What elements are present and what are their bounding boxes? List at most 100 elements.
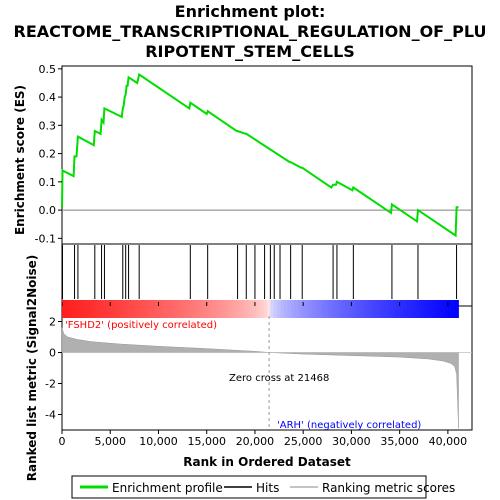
es-ytick-label: -0.1 bbox=[35, 232, 56, 245]
rank-color-segment bbox=[253, 300, 258, 318]
rank-color-segment bbox=[191, 300, 196, 318]
rank-color-segment bbox=[123, 300, 128, 318]
rank-color-segment bbox=[379, 300, 384, 318]
rank-color-segment bbox=[448, 300, 453, 318]
es-ytick-label: 0.1 bbox=[39, 176, 57, 189]
metric-ytick-label: 0 bbox=[49, 347, 56, 360]
rank-color-segment bbox=[260, 300, 265, 318]
rank-color-segment bbox=[454, 300, 459, 318]
es-ytick-label: 0.4 bbox=[39, 91, 57, 104]
metric-panel-frame bbox=[61, 305, 473, 431]
x-tick-label: 40,000 bbox=[429, 435, 468, 448]
rank-color-segment bbox=[352, 300, 357, 318]
rank-color-segment bbox=[294, 300, 299, 318]
rank-color-segment bbox=[444, 300, 449, 318]
rank-color-segment bbox=[304, 300, 309, 318]
es-ytick-label: 0.0 bbox=[39, 204, 57, 217]
rank-color-segment bbox=[267, 300, 271, 318]
positive-correlation-label: 'FSHD2' (positively correlated) bbox=[65, 320, 217, 331]
rank-color-segment bbox=[174, 300, 179, 318]
rank-color-segment bbox=[222, 300, 227, 318]
es-ylabel: Enrichment score (ES) bbox=[13, 85, 27, 235]
rank-color-segment bbox=[301, 300, 306, 318]
rank-color-segment bbox=[68, 300, 73, 318]
rank-color-segment bbox=[427, 300, 432, 318]
rank-color-segment bbox=[219, 300, 224, 318]
rank-color-segment bbox=[270, 300, 275, 318]
rank-color-segment bbox=[232, 300, 237, 318]
rank-color-segment bbox=[246, 300, 251, 318]
rank-color-segment bbox=[113, 300, 118, 318]
rank-color-segment bbox=[318, 300, 323, 318]
rank-color-segment bbox=[424, 300, 429, 318]
rank-color-segment bbox=[342, 300, 347, 318]
rank-color-segment bbox=[393, 300, 398, 318]
es-ytick-label: 0.5 bbox=[39, 63, 57, 76]
rank-color-segment bbox=[116, 300, 121, 318]
zero-cross-label: Zero cross at 21468 bbox=[229, 373, 329, 384]
rank-color-segment bbox=[82, 300, 87, 318]
rank-color-segment bbox=[202, 300, 207, 318]
rank-color-segment bbox=[161, 300, 166, 318]
rank-color-segment bbox=[335, 300, 340, 318]
rank-color-segment bbox=[72, 300, 77, 318]
rank-color-segment bbox=[157, 300, 162, 318]
rank-color-segment bbox=[403, 300, 408, 318]
rank-color-segment bbox=[109, 300, 114, 318]
chart-title-line-2: REACTOME_TRANSCRIPTIONAL_REGULATION_OF_P… bbox=[14, 22, 487, 41]
metric-layer bbox=[61, 316, 472, 430]
axis-layer: -0.1 0.0 0.1 0.2 0.3 0.4 0.5 -4 -2 0 2 0 5,000 10,000… bbox=[35, 63, 468, 448]
rank-color-segment bbox=[96, 300, 101, 318]
x-tick-label: 15,000 bbox=[187, 435, 226, 448]
rank-color-segment bbox=[420, 300, 425, 318]
rank-color-segment bbox=[372, 300, 377, 318]
rank-color-segment bbox=[437, 300, 442, 318]
rank-color-segment bbox=[79, 300, 84, 318]
rank-color-segment bbox=[383, 300, 388, 318]
rank-color-segment bbox=[75, 300, 80, 318]
rank-color-segment bbox=[103, 300, 107, 318]
rank-color-segment bbox=[434, 300, 439, 318]
rank-color-segment bbox=[338, 300, 343, 318]
rank-color-segment bbox=[106, 300, 111, 318]
rank-color-segment bbox=[410, 300, 415, 318]
rank-color-segment bbox=[208, 300, 213, 318]
rank-color-segment bbox=[144, 300, 148, 318]
rank-color-segment bbox=[120, 300, 125, 318]
rank-color-segment bbox=[130, 300, 135, 318]
rank-color-segment bbox=[65, 300, 70, 318]
x-axis-label: Rank in Ordered Dataset bbox=[183, 455, 351, 469]
metric-ytick-label: 2 bbox=[49, 316, 56, 329]
es-ytick-label: 0.3 bbox=[39, 119, 57, 132]
rank-color-segment bbox=[390, 300, 394, 318]
rank-color-segment bbox=[147, 300, 152, 318]
legend: Enrichment profile Hits Ranking metric s… bbox=[71, 475, 455, 499]
x-tick-label: 5,000 bbox=[94, 435, 126, 448]
rank-color-segment bbox=[188, 300, 193, 318]
rank-color-segment bbox=[441, 300, 446, 318]
rank-color-segment bbox=[99, 300, 104, 318]
rank-color-segment bbox=[413, 300, 418, 318]
rank-color-segment bbox=[137, 300, 142, 318]
rank-color-segment bbox=[85, 300, 90, 318]
rank-color-segment bbox=[328, 300, 333, 318]
rank-color-segment bbox=[355, 300, 360, 318]
rank-color-segment bbox=[287, 300, 292, 318]
metric-ytick-label: -4 bbox=[45, 409, 56, 422]
rank-color-segment bbox=[273, 300, 278, 318]
es-ytick-label: 0.2 bbox=[39, 148, 57, 161]
rank-color-segment bbox=[181, 300, 186, 318]
rank-color-segment bbox=[140, 300, 145, 318]
rank-color-segment bbox=[171, 300, 176, 318]
x-tick-label: 35,000 bbox=[380, 435, 419, 448]
rank-color-segment bbox=[431, 300, 435, 318]
enrichment-profile-line bbox=[61, 72, 459, 238]
rank-color-segment bbox=[290, 300, 295, 318]
rank-color-segment bbox=[185, 300, 189, 318]
rank-color-segment bbox=[195, 300, 200, 318]
legend-label-ranking: Ranking metric scores bbox=[322, 481, 455, 495]
rank-color-segment bbox=[400, 300, 405, 318]
rank-color-segment bbox=[297, 300, 302, 318]
x-tick-label: 10,000 bbox=[139, 435, 178, 448]
rank-color-segment bbox=[321, 300, 326, 318]
